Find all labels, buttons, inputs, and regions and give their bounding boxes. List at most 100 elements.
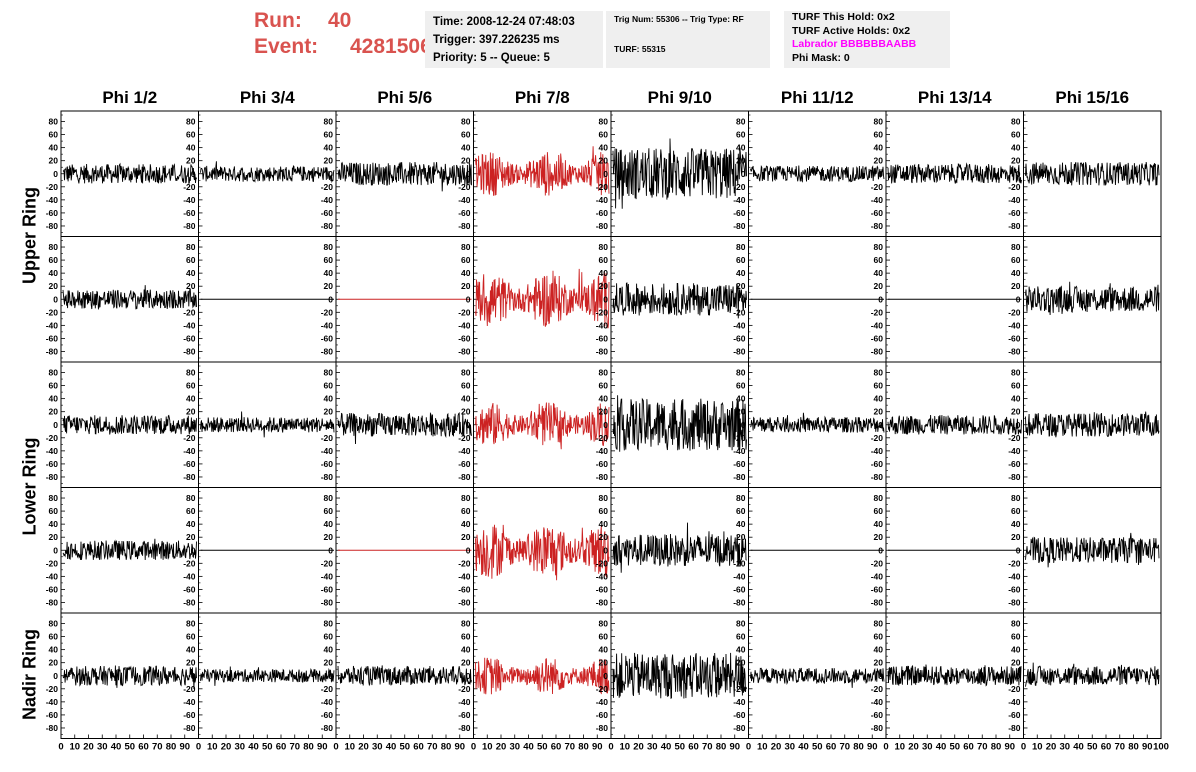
waveform-panel: 80 60 40 20 0 -20 -40 -60 -80 <box>183 487 337 614</box>
waveform-trace <box>475 146 610 196</box>
y-tick-label: -20 <box>46 433 59 443</box>
y-tick-label: -20 <box>321 684 334 694</box>
waveform-panel: 80 60 40 20 0 -20 -40 -60 -80 <box>458 236 612 363</box>
y-tick-label: 60 <box>186 381 196 391</box>
y-tick-label: -20 <box>1008 558 1021 568</box>
y-tick-label: -80 <box>1008 221 1021 231</box>
run-label: Run: <box>254 9 302 32</box>
y-tick-label: -80 <box>46 472 59 482</box>
y-tick-label: 40 <box>186 394 196 404</box>
y-tick-label: -60 <box>321 459 334 469</box>
y-tick-label: -40 <box>733 697 746 707</box>
x-tick-label: 0 <box>333 742 338 753</box>
y-tick-label: -80 <box>46 723 59 733</box>
phi-header: Phi 3/4 <box>239 88 295 107</box>
x-tick-label: 50 <box>949 742 960 753</box>
y-tick-label: 40 <box>736 143 746 153</box>
y-tick-label: 40 <box>874 143 884 153</box>
y-tick-label: -80 <box>321 472 334 482</box>
y-tick-label: 80 <box>49 117 59 127</box>
y-tick-label: 20 <box>874 658 884 668</box>
waveform-trace <box>337 161 472 192</box>
y-tick-label: -80 <box>1008 346 1021 356</box>
y-tick-label: -40 <box>458 195 471 205</box>
y-tick-label: -20 <box>871 684 884 694</box>
y-tick-label: 20 <box>874 407 884 417</box>
waveform-panel: 80 60 40 20 0 -20 -40 -60 -80 <box>596 487 749 614</box>
y-tick-label: -80 <box>733 597 746 607</box>
y-tick-label: 40 <box>599 645 609 655</box>
waveform-panel: 80 60 40 20 0 -20 -40 -60 -80 <box>733 612 887 739</box>
x-tick-label: 90 <box>867 742 878 753</box>
event-value: 4281506 <box>350 35 432 58</box>
y-tick-label: 80 <box>324 117 334 127</box>
y-tick-label: -80 <box>1008 597 1021 607</box>
y-tick-label: 80 <box>186 619 196 629</box>
x-tick-label: 90 <box>1004 742 1015 753</box>
y-tick-label: -80 <box>321 723 334 733</box>
y-tick-label: -80 <box>1008 472 1021 482</box>
x-tick-label: 0 <box>196 742 201 753</box>
y-tick-label: 20 <box>1011 407 1021 417</box>
y-tick-label: -40 <box>871 320 884 330</box>
y-tick-label: 80 <box>186 117 196 127</box>
waveform-trace <box>62 665 197 690</box>
y-tick-label: 0 <box>328 671 333 681</box>
y-tick-label: 60 <box>461 506 471 516</box>
y-tick-label: 80 <box>1011 619 1021 629</box>
y-tick-label: 40 <box>599 143 609 153</box>
y-tick-label: -40 <box>596 571 609 581</box>
y-tick-label: -80 <box>1008 723 1021 733</box>
waveform-trace <box>62 285 197 311</box>
waveform-panel: 80 60 40 20 0 -20 -40 -60 -80 <box>321 612 474 739</box>
y-tick-label: 60 <box>186 632 196 642</box>
y-tick-label: 20 <box>461 407 471 417</box>
y-tick-label: -80 <box>46 346 59 356</box>
x-tick-label: 20 <box>908 742 919 753</box>
y-tick-label: 60 <box>599 506 609 516</box>
y-tick-label: -40 <box>596 446 609 456</box>
y-tick-label: 20 <box>186 532 196 542</box>
y-tick-label: -40 <box>733 446 746 456</box>
y-tick-label: -40 <box>871 195 884 205</box>
waveform-panel: 80 60 40 20 0 -20 -40 -60 -80 <box>596 236 749 363</box>
y-tick-label: 60 <box>736 255 746 265</box>
turf-active-line: TURF Active Holds: 0x2 <box>792 24 911 37</box>
y-tick-label: 20 <box>599 658 609 668</box>
waveform-panel: 80 60 40 20 0 -20 -40 -60 -80 <box>183 361 337 488</box>
x-tick-label: 60 <box>138 742 149 753</box>
y-tick-label: -80 <box>458 597 471 607</box>
x-tick-label: 40 <box>111 742 122 753</box>
y-tick-label: -20 <box>871 558 884 568</box>
y-tick-label: 20 <box>736 658 746 668</box>
y-tick-label: 40 <box>186 268 196 278</box>
y-tick-label: -60 <box>596 333 609 343</box>
y-tick-label: -80 <box>458 346 471 356</box>
y-tick-label: -20 <box>1008 433 1021 443</box>
x-tick-label: 40 <box>386 742 397 753</box>
y-tick-label: 80 <box>874 619 884 629</box>
y-tick-label: 40 <box>461 268 471 278</box>
y-tick-label: -40 <box>46 195 59 205</box>
y-tick-label: 60 <box>324 130 334 140</box>
y-tick-label: 0 <box>191 294 196 304</box>
y-tick-label: -60 <box>183 710 196 720</box>
y-tick-label: 60 <box>599 130 609 140</box>
y-tick-label: -60 <box>46 333 59 343</box>
turf-line: TURF: 55315 <box>614 44 666 54</box>
waveform-panel: 80 60 40 20 0 -20 -40 -60 -80 <box>321 110 474 237</box>
y-tick-label: -60 <box>733 459 746 469</box>
y-tick-label: -40 <box>46 697 59 707</box>
y-tick-label: -60 <box>733 333 746 343</box>
y-tick-label: -20 <box>183 307 196 317</box>
y-tick-label: -60 <box>596 208 609 218</box>
y-tick-label: 60 <box>186 130 196 140</box>
waveform-panel: 80 60 40 20 0 -20 -40 -60 -80 <box>46 612 199 739</box>
y-tick-label: -20 <box>871 182 884 192</box>
x-tick-label: 10 <box>1032 742 1043 753</box>
x-tick-label: 0 <box>471 742 476 753</box>
y-tick-label: 60 <box>1011 130 1021 140</box>
x-tick-label: 50 <box>124 742 135 753</box>
y-tick-label: 20 <box>599 407 609 417</box>
